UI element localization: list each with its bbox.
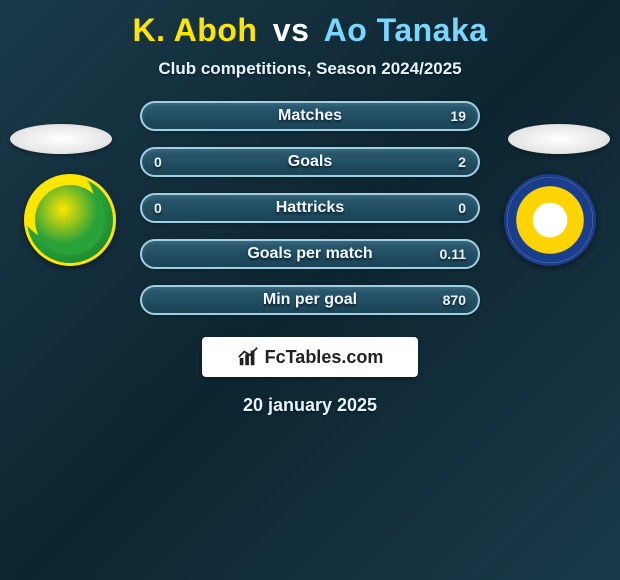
vs-label: vs (273, 12, 310, 48)
player1-shadow-ellipse (10, 124, 112, 154)
stat-value-left: 0 (154, 154, 162, 170)
stat-row-min-per-goal: Min per goal 870 (140, 285, 480, 315)
stat-value-right: 0.11 (440, 246, 466, 262)
stat-label: Min per goal (263, 291, 357, 309)
stat-value-right: 19 (450, 108, 466, 124)
stat-value-left: 0 (154, 200, 162, 216)
stat-row-matches: Matches 19 (140, 101, 480, 131)
stat-value-right: 2 (458, 154, 466, 170)
stats-bars: Matches 19 0 Goals 2 0 Hattricks 0 Goals… (140, 101, 480, 315)
stat-value-right: 0 (458, 200, 466, 216)
player2-club-crest (504, 174, 596, 266)
brand-badge: FcTables.com (202, 337, 418, 377)
infographic-root: K. Aboh vs Ao Tanaka Club competitions, … (0, 0, 620, 580)
player1-club-crest (24, 174, 116, 266)
page-title: K. Aboh vs Ao Tanaka (0, 8, 620, 59)
stat-label: Matches (278, 107, 342, 125)
stat-row-goals: 0 Goals 2 (140, 147, 480, 177)
stat-label: Hattricks (276, 199, 344, 217)
brand-text: FcTables.com (265, 347, 384, 368)
stat-label: Goals per match (247, 245, 372, 263)
player1-name: K. Aboh (132, 12, 257, 48)
subtitle: Club competitions, Season 2024/2025 (0, 59, 620, 101)
date-label: 20 january 2025 (0, 395, 620, 416)
stat-row-goals-per-match: Goals per match 0.11 (140, 239, 480, 269)
stat-value-right: 870 (443, 292, 466, 308)
player2-name: Ao Tanaka (324, 12, 488, 48)
bar-chart-icon (237, 346, 259, 368)
stat-row-hattricks: 0 Hattricks 0 (140, 193, 480, 223)
stat-label: Goals (288, 153, 332, 171)
player2-shadow-ellipse (508, 124, 610, 154)
